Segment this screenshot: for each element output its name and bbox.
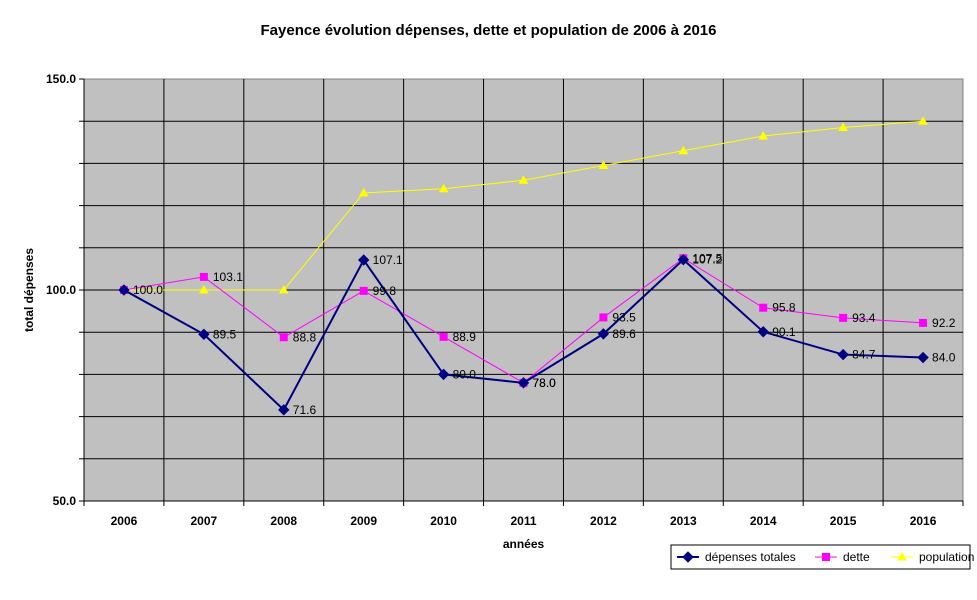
x-tick-label: 2009 (350, 514, 377, 528)
series-layer (118, 116, 929, 416)
data-point (757, 326, 769, 338)
legend-marker (897, 551, 907, 561)
x-axis-label: années (503, 537, 545, 551)
x-tick-label: 2012 (590, 514, 617, 528)
data-point (278, 284, 289, 294)
y-tick-label: 150.0 (46, 72, 76, 86)
legend-label: dépenses totales (705, 550, 796, 564)
data-point (678, 145, 689, 155)
data-label: 93.5 (612, 310, 636, 324)
data-label: 93.4 (852, 311, 876, 325)
y-tick-label: 50.0 (53, 494, 77, 508)
x-tick-label: 2011 (510, 514, 536, 528)
data-point (358, 187, 369, 197)
x-tick-label: 2016 (910, 514, 937, 528)
data-point (677, 253, 690, 266)
legend-marker (822, 553, 830, 561)
data-point (839, 313, 848, 322)
data-label: 107.1 (373, 253, 403, 267)
data-label: 107.5 (692, 251, 722, 265)
x-tick-label: 2010 (430, 514, 457, 528)
data-point (598, 160, 609, 170)
data-label: 89.5 (213, 327, 237, 341)
data-point (199, 284, 209, 294)
y-tick-label: 100.0 (46, 283, 76, 297)
data-point (439, 332, 448, 341)
legend: dépenses totales dette population (670, 544, 974, 570)
data-point (597, 328, 610, 340)
data-point (758, 130, 769, 140)
data-label: 78.0 (533, 376, 557, 390)
data-point (359, 286, 368, 295)
y-axis-label: total dépenses (22, 248, 36, 332)
data-label: 88.8 (293, 330, 317, 344)
x-tick-label: 2008 (270, 514, 297, 528)
data-point (919, 318, 928, 327)
legend-label: dette (843, 550, 870, 564)
data-point (518, 175, 529, 184)
x-tick-label: 2015 (830, 514, 857, 528)
data-label: 71.6 (293, 403, 317, 417)
data-label: 99.8 (373, 284, 397, 298)
data-point (517, 377, 530, 389)
data-point (198, 328, 210, 341)
data-point (599, 313, 608, 322)
data-point (199, 272, 208, 281)
chart-title: Fayence évolution dépenses, dette et pop… (260, 22, 717, 39)
data-label: 90.1 (772, 325, 796, 339)
data-labels: 89.5 71.6 107.1 80.0 78.0 89.6 107.2 90.1 84.7 84… (133, 251, 956, 416)
legend-marker (682, 551, 694, 563)
data-point (917, 351, 929, 364)
data-label: 88.9 (453, 330, 477, 344)
data-point (357, 254, 370, 266)
data-label: 89.6 (612, 327, 636, 341)
axes: 50.0 100.0 150.0 2006 2007 2008 2009 2010 2011 20… (46, 72, 964, 528)
x-tick-label: 2013 (670, 514, 697, 528)
data-point (278, 404, 290, 416)
data-label: 80.0 (453, 367, 477, 381)
x-tick-label: 2006 (111, 514, 138, 528)
series-0 (118, 253, 929, 416)
legend-label: population (919, 550, 974, 564)
data-label: 84.7 (852, 348, 876, 362)
data-label: 78.0 (533, 376, 557, 390)
data-point (837, 348, 849, 361)
data-label: 84.0 (932, 351, 956, 365)
data-point (838, 122, 848, 132)
x-tick-label: 2014 (750, 514, 777, 528)
data-label: 103.1 (213, 270, 243, 284)
data-point (118, 284, 130, 296)
data-point (279, 333, 288, 342)
data-point (918, 116, 928, 125)
data-point (438, 183, 449, 193)
data-label: 95.8 (772, 301, 796, 315)
data-label: 100.0 (133, 283, 163, 297)
data-label: 107.2 (692, 253, 722, 267)
data-point (437, 368, 450, 381)
data-label: 92.2 (932, 316, 956, 330)
x-tick-label: 2007 (191, 514, 218, 528)
data-point (759, 303, 768, 312)
